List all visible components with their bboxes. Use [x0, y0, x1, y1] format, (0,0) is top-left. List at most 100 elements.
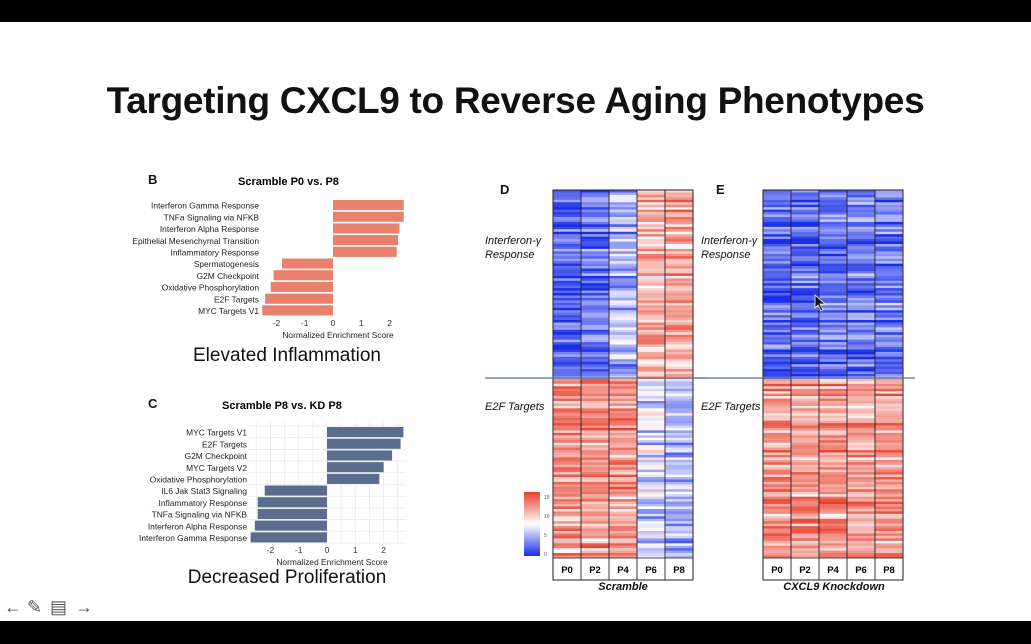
heatmap-cell	[609, 199, 638, 203]
pen-icon[interactable]: ✎	[27, 597, 43, 617]
heatmap-cell	[819, 273, 848, 277]
heatmap-cell	[553, 347, 582, 350]
heatmap-cell	[581, 496, 610, 500]
heatmap-cell	[875, 430, 904, 434]
heatmap-cell	[609, 342, 638, 345]
heatmap-cell	[763, 315, 792, 318]
heatmap-cell	[819, 337, 848, 340]
heatmap-cell	[609, 351, 638, 355]
heatmap-cell	[609, 491, 638, 495]
heatmap-cell	[581, 364, 610, 367]
heatmap-cell	[847, 499, 876, 502]
heatmap-cell	[847, 295, 876, 299]
heatmap-cell	[553, 258, 582, 262]
heatmap-cell	[609, 214, 638, 218]
heatmap-cell	[763, 550, 792, 554]
heatmap-cell	[819, 295, 848, 299]
heatmap-cell	[553, 283, 582, 286]
heatmap-cell	[791, 496, 820, 500]
heatmap-cell	[875, 241, 904, 245]
heatmap-cell	[791, 273, 820, 277]
heatmap-cell	[553, 513, 582, 517]
heatmap-cell	[875, 320, 904, 323]
heatmap-cell	[763, 425, 792, 429]
heatmap-cell	[609, 474, 638, 478]
heatmap-cell	[553, 526, 582, 529]
heatmap-cell	[819, 278, 848, 282]
heatmap-cell	[581, 523, 610, 527]
heatmap-cell	[847, 347, 876, 350]
heatmap-cell	[791, 504, 820, 507]
heatmap-cell	[553, 452, 582, 456]
heatmap-cell	[581, 329, 610, 333]
heatmap-cell	[553, 427, 582, 431]
heatmap-cell	[665, 349, 694, 353]
heatmap-cell	[553, 197, 582, 201]
heatmap-cell	[763, 452, 792, 456]
heatmap-cell	[581, 261, 610, 264]
slide-menu-icon[interactable]: ▤	[50, 597, 68, 617]
heatmap-cell	[847, 496, 876, 500]
heatmap-cell	[847, 454, 876, 458]
heatmap-cell	[819, 324, 848, 328]
heatmap-cell	[791, 322, 820, 326]
heatmap-cell	[847, 410, 876, 414]
heatmap-cell	[875, 199, 904, 203]
heatmap-cell	[875, 297, 904, 301]
heatmap-cell	[847, 234, 876, 237]
heatmap-cell	[875, 266, 904, 269]
heatmap-cell	[581, 508, 610, 512]
heatmap-cell	[763, 300, 792, 304]
heatmap-cell	[791, 192, 820, 196]
heatmap-cell	[637, 464, 666, 468]
heatmap-cell	[763, 359, 792, 363]
heatmap-cell	[791, 324, 820, 328]
heatmap-cell	[819, 528, 848, 532]
heatmap-cell	[581, 538, 610, 542]
heatmap-cell	[819, 405, 848, 409]
heatmap-cell	[637, 484, 666, 488]
heatmap-cell	[875, 418, 904, 421]
heatmap-cell	[665, 472, 694, 475]
heatmap-cell	[763, 347, 792, 350]
prev-slide-icon[interactable]: ←	[4, 597, 22, 617]
heatmap-cell	[847, 285, 876, 289]
heatmap-cell	[581, 374, 610, 377]
heatmap-cell	[763, 212, 792, 215]
heatmap-cell	[609, 221, 638, 225]
heatmap-cell	[791, 216, 820, 220]
heatmap-cell	[553, 371, 582, 375]
heatmap-cell	[637, 349, 666, 353]
next-slide-icon[interactable]: →	[75, 597, 93, 617]
heatmap-cell	[819, 383, 848, 387]
heatmap-cell	[637, 545, 666, 549]
heatmap-cell	[553, 440, 582, 443]
heatmap-cell	[609, 209, 638, 213]
heatmap-cell	[665, 310, 694, 313]
heatmap-cell	[847, 518, 876, 522]
tick-label: 0	[331, 318, 336, 328]
heatmap-cell	[875, 410, 904, 414]
heatmap-cell	[665, 491, 694, 495]
heatmap-cell	[553, 300, 582, 304]
heatmap-cell	[875, 496, 904, 500]
heatmap-cell	[791, 317, 820, 321]
heatmap-cell	[819, 496, 848, 500]
heatmap-cell	[875, 479, 904, 483]
heatmap-cell	[581, 366, 610, 370]
heatmap-cell	[637, 361, 666, 365]
heatmap-cell	[665, 506, 694, 510]
heatmap-cell	[875, 349, 904, 353]
heatmap-cell	[847, 253, 876, 257]
legend-tick: 5	[544, 533, 547, 539]
heatmap-cell	[791, 501, 820, 505]
heatmap-cell	[819, 457, 848, 461]
heatmap-cell	[791, 491, 820, 495]
heatmap-cell	[581, 494, 610, 497]
heatmap-cell	[637, 320, 666, 323]
heatmap-cell	[819, 437, 848, 441]
heatmap-cell	[609, 496, 638, 500]
heatmap-cell	[847, 491, 876, 495]
heatmap-cell	[581, 462, 610, 466]
heatmap-cell	[763, 221, 792, 225]
